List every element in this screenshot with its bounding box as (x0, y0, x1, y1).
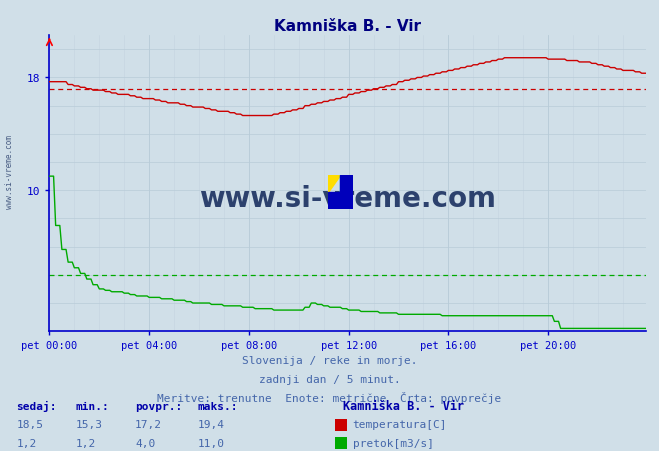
Text: www.si-vreme.com: www.si-vreme.com (5, 134, 14, 208)
Text: Kamniška B. - Vir: Kamniška B. - Vir (343, 400, 464, 413)
Text: 11,0: 11,0 (198, 437, 225, 447)
Text: pretok[m3/s]: pretok[m3/s] (353, 437, 434, 447)
Text: temperatura[C]: temperatura[C] (353, 419, 447, 429)
Text: 18,5: 18,5 (16, 419, 43, 429)
Text: Meritve: trenutne  Enote: metrične  Črta: povprečje: Meritve: trenutne Enote: metrične Črta: … (158, 391, 501, 403)
Text: povpr.:: povpr.: (135, 401, 183, 411)
Polygon shape (328, 176, 353, 210)
Text: Slovenija / reke in morje.: Slovenija / reke in morje. (242, 355, 417, 365)
Text: maks.:: maks.: (198, 401, 238, 411)
Text: www.si-vreme.com: www.si-vreme.com (199, 184, 496, 212)
Polygon shape (340, 176, 353, 193)
Text: 4,0: 4,0 (135, 437, 156, 447)
Text: 17,2: 17,2 (135, 419, 162, 429)
Text: zadnji dan / 5 minut.: zadnji dan / 5 minut. (258, 374, 401, 384)
Text: min.:: min.: (76, 401, 109, 411)
Text: 1,2: 1,2 (76, 437, 96, 447)
Text: sedaj:: sedaj: (16, 400, 57, 411)
Title: Kamniška B. - Vir: Kamniška B. - Vir (274, 18, 421, 33)
Text: 1,2: 1,2 (16, 437, 37, 447)
Text: 19,4: 19,4 (198, 419, 225, 429)
Text: 15,3: 15,3 (76, 419, 103, 429)
Polygon shape (328, 176, 340, 193)
